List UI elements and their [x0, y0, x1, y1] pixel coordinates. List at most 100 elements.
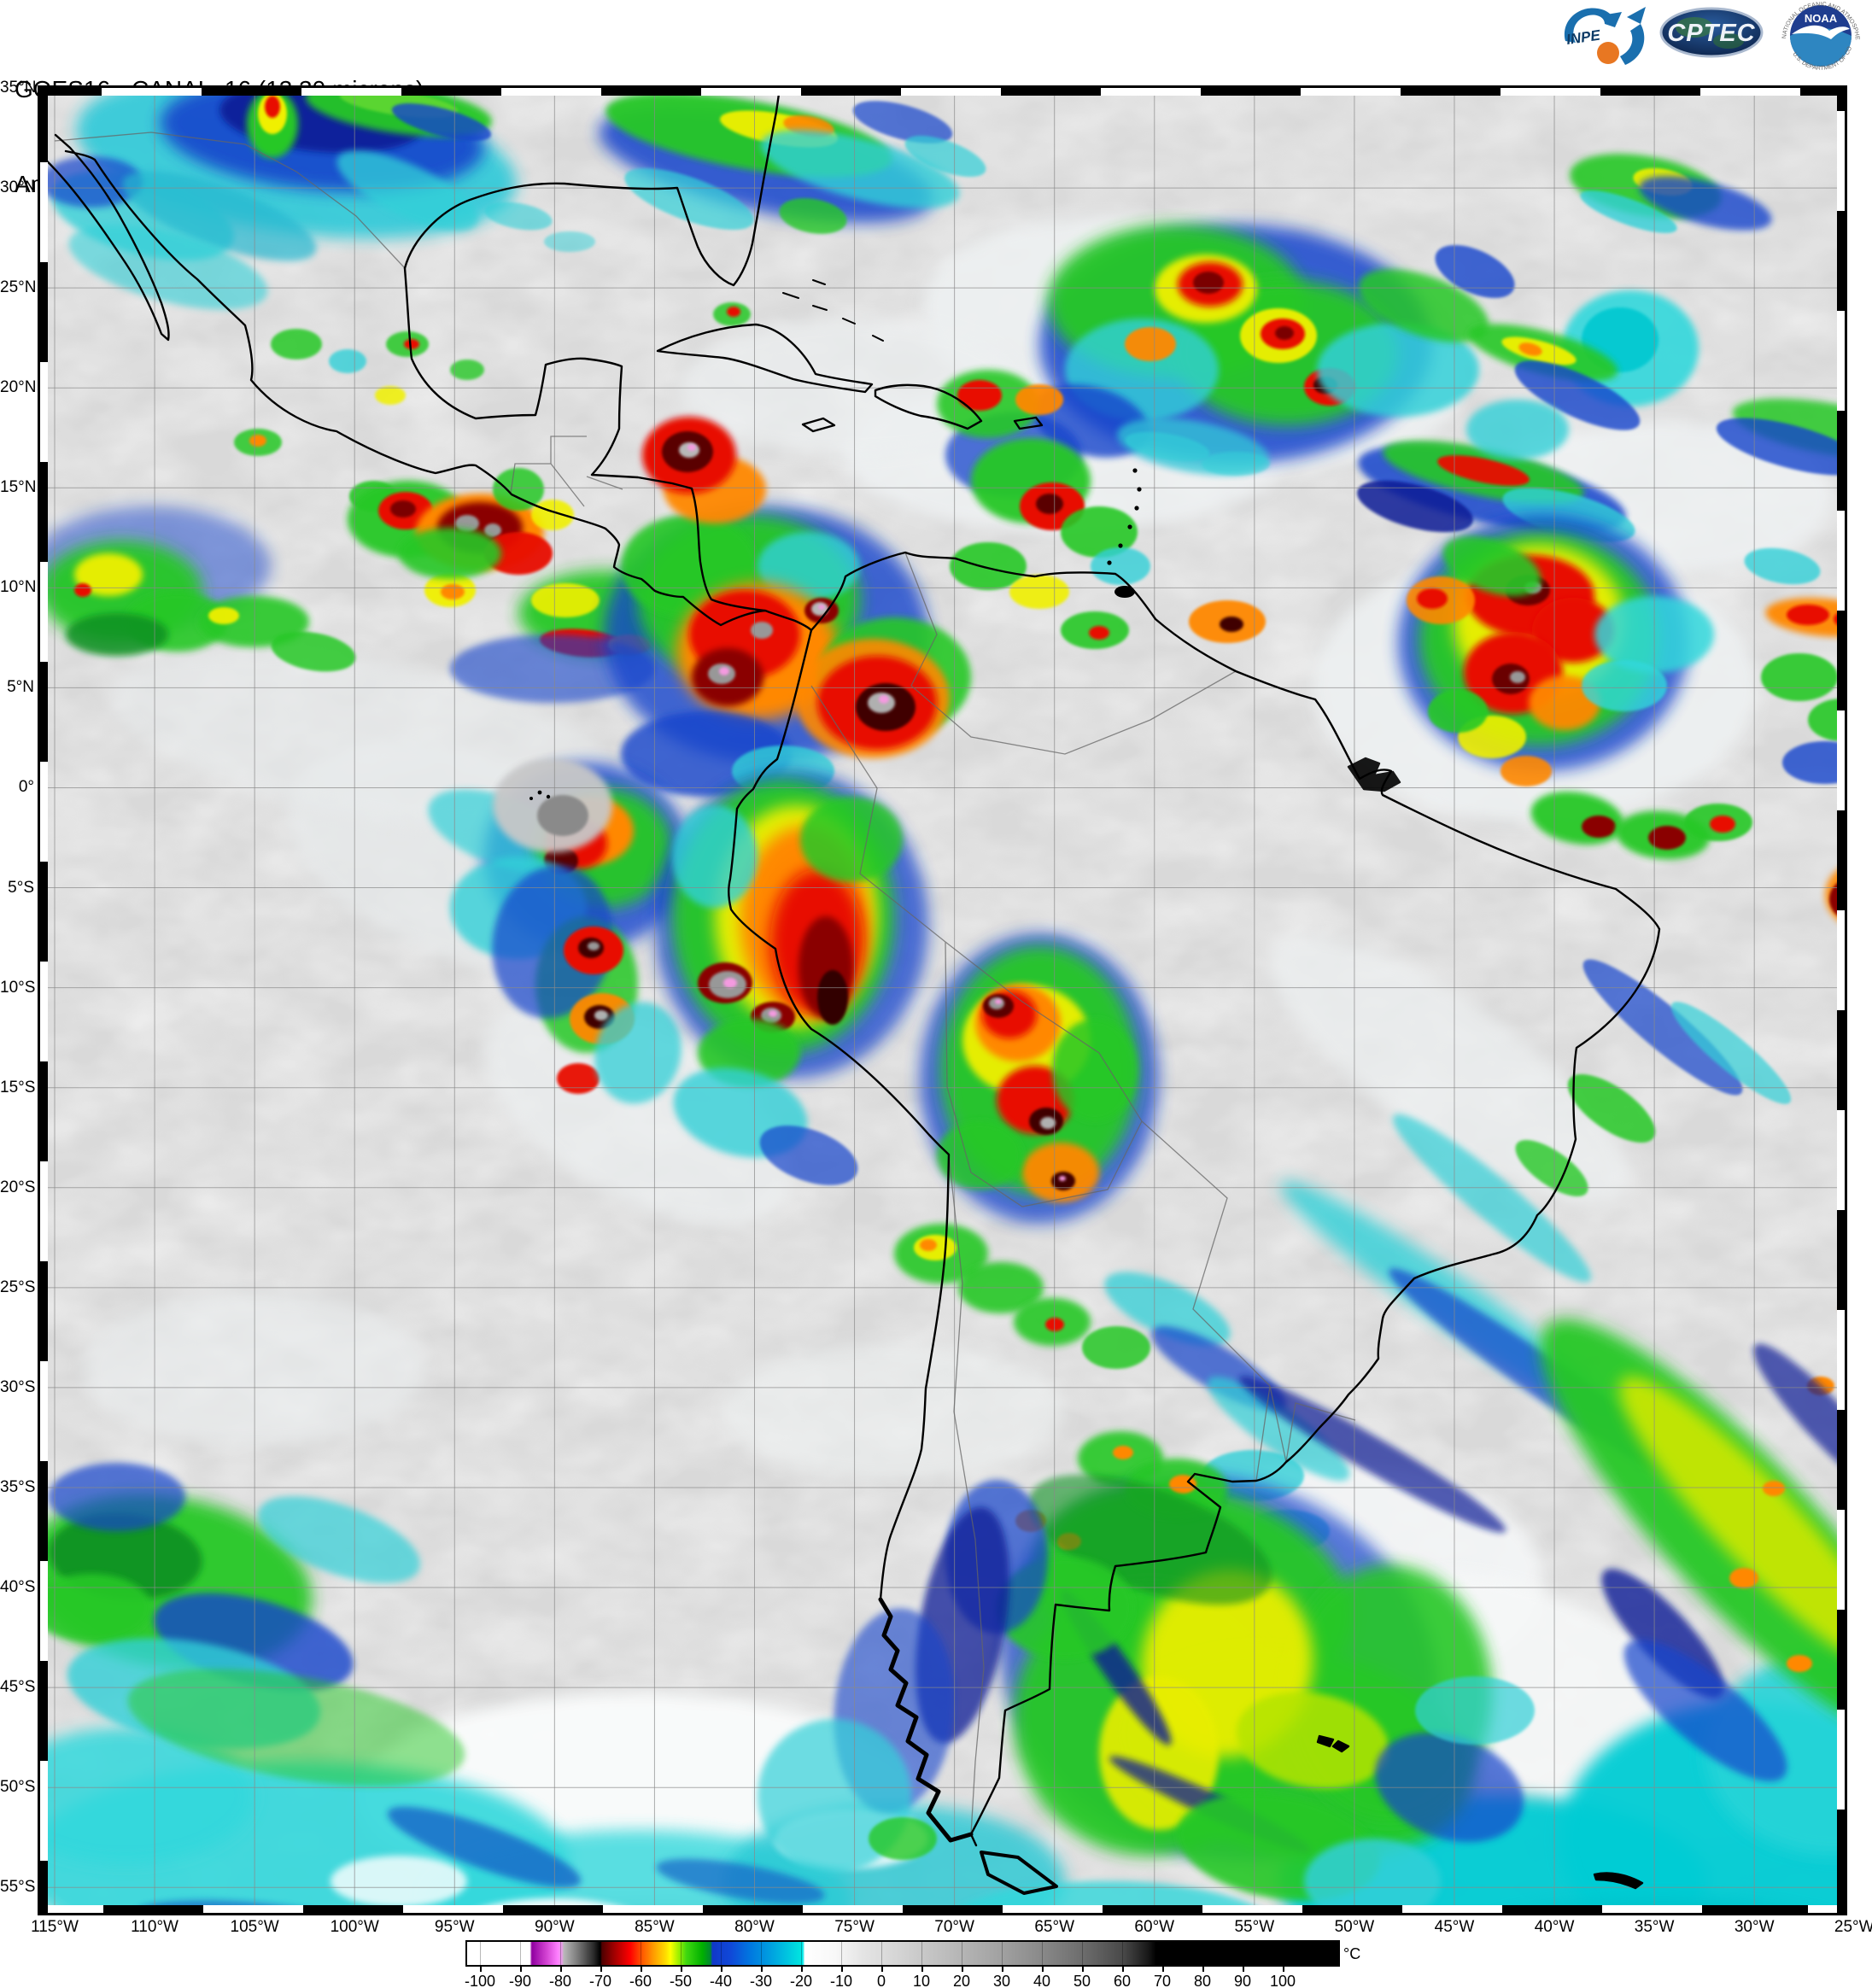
- colorbar-tick: [480, 1967, 482, 1972]
- coast-chile-fjords: [878, 1597, 974, 1843]
- colorbar-tick: [761, 1967, 763, 1972]
- lat-label: 35°N: [0, 79, 37, 96]
- map-frame: [38, 85, 1847, 1915]
- coast-falklands: [1316, 1734, 1350, 1753]
- cptec-logo: CPTEC: [1659, 7, 1764, 58]
- lon-label: 85°W: [635, 1918, 675, 1936]
- lon-label: 70°W: [934, 1918, 974, 1936]
- satellite-map: [40, 88, 1845, 1913]
- colorbar-tick-label: -30: [749, 1973, 773, 1988]
- coast-tierra-del-fuego: [980, 1851, 1058, 1895]
- colorbar-tick-label: 60: [1113, 1973, 1132, 1988]
- coast-amazon-mouth: [1347, 757, 1401, 792]
- colorbar-gridline: [881, 1942, 882, 1965]
- colorbar-tick: [962, 1967, 963, 1972]
- colorbar-gridline: [801, 1942, 802, 1965]
- lat-label: 25°N: [0, 278, 37, 297]
- coast-yucatan-caribbean: [403, 266, 766, 612]
- coastlines: [40, 88, 1661, 1895]
- colorbar-tick-label: -40: [709, 1973, 733, 1988]
- colorbar: [465, 1940, 1340, 1967]
- map-border-ticks-bottom: [40, 1905, 1845, 1913]
- map-border-ticks-right: [1837, 88, 1845, 1913]
- lat-label: 15°N: [0, 478, 37, 497]
- noaa-logo: NOAA NATIONAL OCEANIC AND ATMOSPHERIC AD…: [1775, 0, 1860, 74]
- lat-label: 25°S: [0, 1278, 36, 1296]
- lon-label: 100°W: [330, 1918, 379, 1936]
- lon-label: 60°W: [1134, 1918, 1175, 1936]
- lon-label: 115°W: [31, 1918, 79, 1936]
- colorbar-tick-label: -100: [464, 1973, 496, 1988]
- colorbar-gridline: [761, 1942, 762, 1965]
- colorbar-tick-label: 70: [1153, 1973, 1172, 1988]
- lat-label: 5°N: [7, 678, 34, 697]
- lat-label: 40°S: [0, 1578, 36, 1597]
- colorbar-unit: °C: [1343, 1945, 1361, 1962]
- colorbar-gridline: [1082, 1942, 1083, 1965]
- colorbar-tick-label: 50: [1073, 1973, 1091, 1988]
- lon-label: 110°W: [131, 1918, 178, 1936]
- colorbar-tick-label: -10: [829, 1973, 853, 1988]
- colorbar-tick-label: -80: [548, 1973, 572, 1988]
- colorbar-tick-label: 0: [876, 1973, 886, 1988]
- coast-bahamas: [782, 279, 884, 342]
- colorbar-gridline: [1122, 1942, 1123, 1965]
- coast-gulf-florida: [403, 88, 781, 287]
- coast-puerto-rico: [1013, 416, 1044, 430]
- lat-label: 20°S: [0, 1178, 36, 1196]
- colorbar-tick-label: -60: [629, 1973, 652, 1988]
- colorbar-tick: [1122, 1967, 1124, 1972]
- colorbar-tick: [881, 1967, 883, 1972]
- lon-label: 25°W: [1834, 1918, 1872, 1936]
- colorbar-gridline: [1162, 1942, 1163, 1965]
- colorbar-tick-label: -50: [669, 1973, 693, 1988]
- colorbar-tick: [681, 1967, 682, 1972]
- lat-label: 35°S: [0, 1477, 36, 1496]
- lat-label: 30°S: [0, 1377, 36, 1396]
- colorbar-tick: [1283, 1967, 1284, 1972]
- colorbar-tick: [1002, 1967, 1003, 1972]
- colorbar-tick-label: -70: [588, 1973, 612, 1988]
- colorbar-tick: [560, 1967, 562, 1972]
- lat-label: 0°: [18, 778, 34, 797]
- lon-label: 95°W: [434, 1918, 475, 1936]
- colorbar-tick-label: 20: [952, 1973, 971, 1988]
- lon-label: 80°W: [734, 1918, 775, 1936]
- coast-south-america-west: [728, 629, 951, 1601]
- lon-label: 105°W: [230, 1918, 279, 1936]
- colorbar-tick-label: -90: [508, 1973, 532, 1988]
- lon-label: 35°W: [1634, 1918, 1675, 1936]
- coast-south-georgia: [1593, 1872, 1644, 1890]
- lat-label: 50°S: [0, 1778, 36, 1797]
- lon-label: 75°W: [834, 1918, 875, 1936]
- lon-label: 40°W: [1534, 1918, 1575, 1936]
- lon-label: 65°W: [1034, 1918, 1075, 1936]
- map-border-ticks-top: [40, 88, 1845, 96]
- lat-label: 5°S: [8, 878, 34, 897]
- colorbar-tick: [1202, 1967, 1204, 1972]
- coast-lesser-antilles: [1107, 468, 1142, 598]
- lat-label: 55°S: [0, 1878, 36, 1897]
- coast-cuba: [656, 323, 874, 394]
- colorbar-gridline: [480, 1942, 481, 1965]
- colorbar-gridline: [1002, 1942, 1003, 1965]
- map-border-ticks-left: [40, 88, 48, 1913]
- graticule: [40, 88, 1845, 1913]
- lat-label: 15°S: [0, 1078, 36, 1096]
- coast-jamaica: [801, 417, 836, 433]
- colorbar-gridline: [1283, 1942, 1284, 1965]
- lat-label: 20°N: [0, 378, 37, 397]
- colorbar-tick-label: -20: [789, 1973, 813, 1988]
- colorbar-tick: [721, 1967, 722, 1972]
- lat-label: 30°N: [0, 178, 37, 197]
- colorbar-tick: [1243, 1967, 1244, 1972]
- colorbar-gridline: [681, 1942, 682, 1965]
- colorbar-tick: [801, 1967, 803, 1972]
- colorbar-gridline: [921, 1942, 922, 1965]
- coast-baja: [40, 133, 170, 342]
- colorbar-tick: [1162, 1967, 1164, 1972]
- colorbar-gridline: [1202, 1942, 1203, 1965]
- lon-label: 45°W: [1434, 1918, 1475, 1936]
- colorbar-tick-label: 40: [1033, 1973, 1051, 1988]
- lat-label: 10°N: [0, 578, 37, 597]
